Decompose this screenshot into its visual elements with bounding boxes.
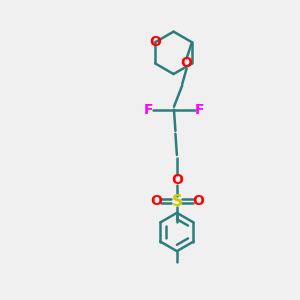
Text: O: O (171, 173, 183, 187)
Text: F: F (143, 103, 153, 117)
Text: O: O (150, 194, 162, 208)
Text: S: S (171, 194, 182, 209)
Text: O: O (192, 194, 204, 208)
Text: O: O (149, 35, 161, 49)
Text: F: F (195, 103, 205, 117)
Text: O: O (181, 56, 193, 70)
